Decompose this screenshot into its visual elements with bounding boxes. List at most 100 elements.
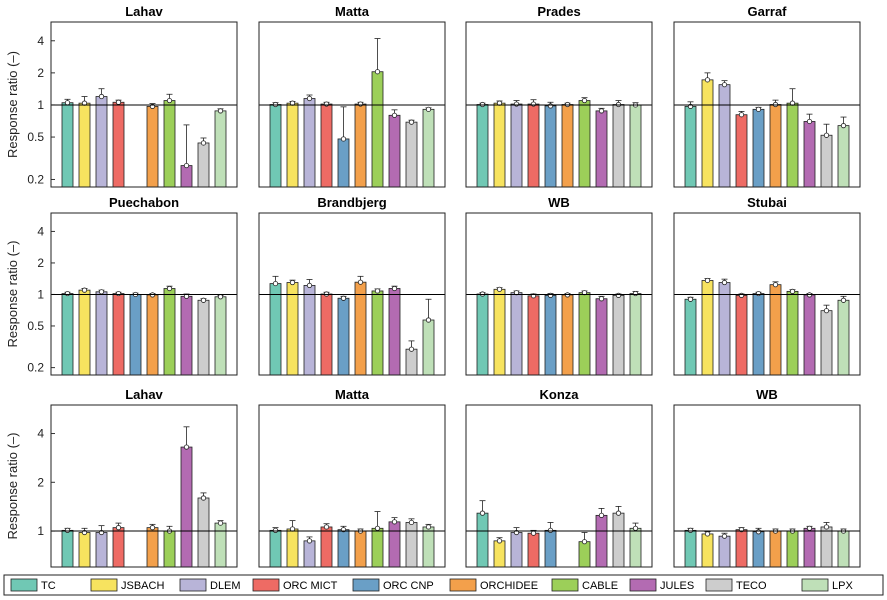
y-tick-label: 1 bbox=[37, 98, 44, 112]
panel-6: Brandbjerg bbox=[258, 195, 446, 376]
mean-marker bbox=[755, 106, 762, 112]
bar-teco bbox=[197, 142, 210, 188]
legend-label: ORC CNP bbox=[383, 580, 434, 592]
bar-dlem bbox=[303, 98, 316, 188]
bar-lpx bbox=[214, 296, 227, 376]
bar-teco bbox=[612, 294, 625, 376]
y-tick-label: 0.2 bbox=[27, 361, 44, 375]
bar-orc-mict bbox=[112, 527, 125, 568]
bar-jules bbox=[803, 527, 816, 568]
mean-marker bbox=[340, 136, 347, 142]
bar-cable bbox=[163, 100, 176, 188]
legend-swatch bbox=[449, 578, 477, 592]
legend-swatch bbox=[179, 578, 207, 592]
bar-orc-mict bbox=[527, 532, 540, 568]
bar-orc-mict bbox=[112, 293, 125, 376]
bar-dlem bbox=[303, 285, 316, 376]
mean-marker bbox=[166, 97, 173, 104]
bar-tc bbox=[61, 293, 74, 376]
mean-marker bbox=[704, 531, 711, 537]
y-tick-label: 0.5 bbox=[27, 319, 44, 333]
bar-orc-mict bbox=[527, 103, 540, 188]
bar-lpx bbox=[837, 125, 850, 188]
panel-title: Matta bbox=[335, 4, 370, 19]
mean-marker bbox=[496, 286, 503, 292]
mean-marker bbox=[391, 112, 398, 118]
legend-swatch bbox=[551, 578, 579, 592]
panel-4: Garraf bbox=[673, 4, 861, 188]
bar-cable bbox=[786, 102, 799, 188]
mean-marker bbox=[687, 527, 694, 533]
mean-marker bbox=[64, 527, 71, 533]
bar-teco bbox=[197, 299, 210, 376]
mean-marker bbox=[823, 524, 830, 530]
mean-marker bbox=[357, 101, 364, 107]
legend-swatch bbox=[252, 578, 280, 592]
bar-dlem bbox=[510, 103, 523, 188]
panel-frame bbox=[465, 212, 653, 376]
bar-cable bbox=[371, 290, 384, 376]
y-tick-label: 4 bbox=[37, 224, 44, 238]
mean-marker bbox=[738, 292, 745, 298]
panel-title: Lahav bbox=[125, 4, 163, 19]
bar-orc-cnp bbox=[752, 531, 765, 568]
bar-orc-mict bbox=[735, 114, 748, 188]
bar-orc-cnp bbox=[544, 294, 557, 376]
bar-jsbach bbox=[493, 102, 506, 188]
panel-frame bbox=[258, 21, 446, 188]
panel-frame bbox=[465, 404, 653, 568]
mean-marker bbox=[289, 526, 296, 532]
bar-jsbach bbox=[493, 288, 506, 376]
bar-orchidee bbox=[146, 105, 159, 188]
y-tick-label: 4 bbox=[37, 427, 44, 441]
mean-marker bbox=[547, 292, 554, 298]
mean-marker bbox=[183, 444, 190, 450]
mean-marker bbox=[738, 112, 745, 118]
mean-marker bbox=[704, 277, 711, 284]
bar-teco bbox=[405, 348, 418, 376]
legend-label: LPX bbox=[832, 580, 853, 592]
bar-tc bbox=[684, 105, 697, 188]
bar-jsbach bbox=[701, 533, 714, 568]
mean-marker bbox=[115, 99, 122, 105]
mean-marker bbox=[704, 77, 711, 83]
mean-marker bbox=[64, 100, 71, 106]
bar-jules bbox=[803, 121, 816, 188]
mean-marker bbox=[632, 290, 639, 297]
bar-orc-cnp bbox=[544, 105, 557, 188]
panel-frame bbox=[50, 404, 238, 568]
bar-orchidee bbox=[769, 530, 782, 568]
mean-marker bbox=[615, 292, 622, 298]
panel-1: Lahav 0.2 0.5 1 2 4 bbox=[27, 4, 238, 188]
panel-frame bbox=[258, 404, 446, 568]
bar-jules bbox=[595, 110, 608, 188]
panel-8: Stubai bbox=[673, 195, 861, 376]
panel-frame bbox=[50, 212, 238, 376]
panel-frame bbox=[673, 212, 861, 376]
mean-marker bbox=[200, 495, 207, 501]
y-tick-label: 4 bbox=[37, 34, 44, 48]
panel-title: WB bbox=[756, 387, 778, 402]
legend-label: ORC MICT bbox=[283, 580, 338, 592]
mean-marker bbox=[81, 287, 88, 293]
mean-marker bbox=[374, 288, 381, 294]
mean-marker bbox=[98, 289, 105, 295]
bar-teco bbox=[405, 121, 418, 188]
bar-dlem bbox=[718, 84, 731, 188]
bar-orc-cnp bbox=[752, 293, 765, 376]
mean-marker bbox=[306, 282, 313, 289]
bar-cable bbox=[786, 290, 799, 376]
bar-cable bbox=[578, 100, 591, 188]
bar-orchidee bbox=[354, 530, 367, 568]
bar-jsbach bbox=[286, 282, 299, 376]
bar-cable bbox=[163, 530, 176, 568]
panel-frame bbox=[258, 212, 446, 376]
bar-teco bbox=[820, 526, 833, 568]
panel-5: Puechabon 0.2 0.5 1 2 4 bbox=[27, 195, 238, 376]
bar-dlem bbox=[510, 532, 523, 568]
bar-cable bbox=[371, 527, 384, 568]
mean-marker bbox=[598, 108, 605, 114]
bar-dlem bbox=[510, 292, 523, 376]
bar-jsbach bbox=[78, 532, 91, 568]
bar-teco bbox=[612, 104, 625, 188]
